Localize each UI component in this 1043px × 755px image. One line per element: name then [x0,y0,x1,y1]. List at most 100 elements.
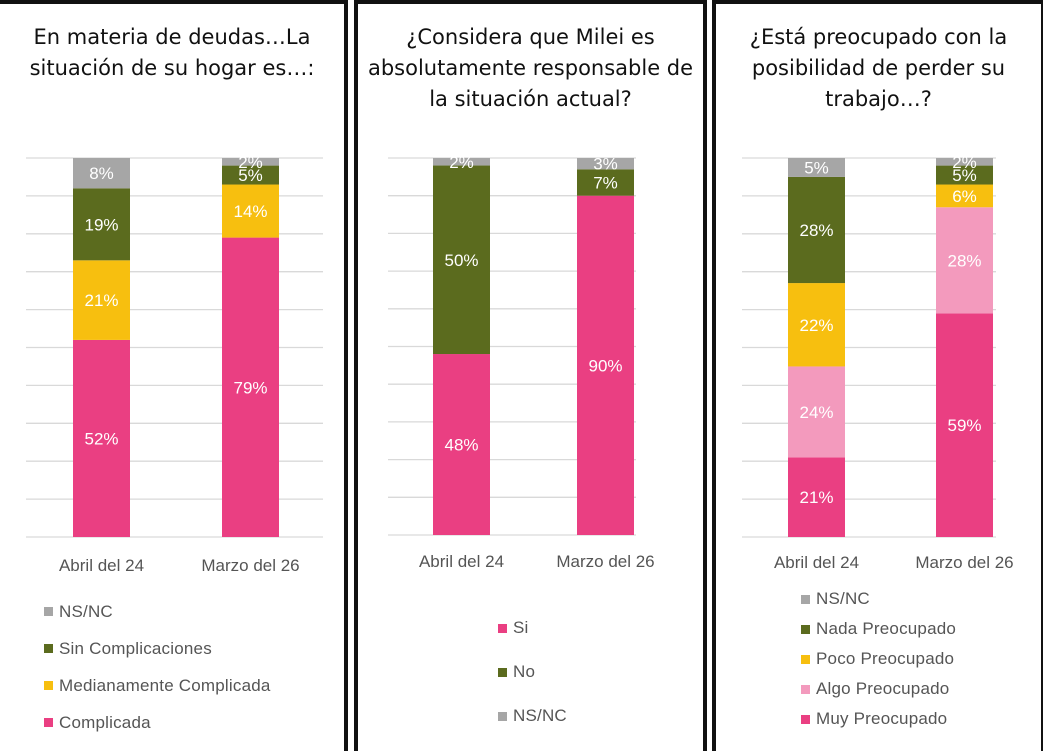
legend-swatch [44,644,53,653]
data-label: 28% [947,251,981,270]
data-label: 2% [952,153,977,172]
data-label: 21% [799,488,833,507]
legend-label: Algo Preocupado [816,679,950,698]
bar-segment-sin-complicaciones-marzo-26 [222,165,279,185]
bar-segment-muy-preocupado-marzo-26 [936,313,993,537]
legend-label: Complicada [59,712,151,732]
chart-panel-milei: ¿Considera que Milei es absolutamente re… [354,0,707,751]
bar-segment-algo-preocupado-abril-24 [788,366,845,458]
data-label: 6% [952,187,977,206]
legend-swatch [498,711,507,721]
data-label: 48% [444,436,478,455]
legend-item: NS/NC [801,584,956,614]
bar-segment-si-abril-24 [433,354,490,535]
chart-title: ¿Está preocupado con la posibilidad de p… [749,25,1008,111]
bar-segment-ns-nc-marzo-26 [577,158,634,170]
bar-segment-no-marzo-26 [577,169,634,196]
bar-segment-complicada-abril-24 [73,339,130,537]
legend-item: Sin Complicaciones [44,630,271,667]
bar-segment-medianamente-complicada-marzo-26 [222,184,279,238]
x-tick-label: Marzo del 26 [201,556,299,575]
chart-panel-deudas: En materia de deudas…La situación de su … [0,0,348,751]
legend-label: Medianamente Complicada [59,675,271,695]
legend-label: NS/NC [513,706,567,725]
data-label: 2% [449,153,474,172]
chart-title: ¿Considera que Milei es absolutamente re… [367,25,694,111]
x-tick-label: Marzo del 26 [556,552,654,571]
bar-segment-algo-preocupado-marzo-26 [936,207,993,314]
legend-item: Nada Preocupado [801,614,956,644]
legend-item: NS/NC [44,593,271,630]
x-tick-label: Marzo del 26 [915,553,1013,572]
x-tick-label: Abril del 24 [774,553,859,572]
legend-item: No [498,650,567,694]
data-label: 52% [84,429,118,448]
data-label: 90% [588,356,622,375]
chart-legend: NS/NC Nada Preocupado Poco Preocupado Algo … [801,584,956,734]
legend-label: Poco Preocupado [816,649,955,668]
data-label: 3% [593,155,618,174]
legend-swatch [801,654,810,664]
legend-swatch [44,681,53,690]
chart-panel-trabajo: ¿Está preocupado con la posibilidad de p… [712,0,1043,751]
legend-item: Algo Preocupado [801,674,956,704]
bar-segment-ns-nc-abril-24 [788,158,845,177]
legend-swatch [498,667,507,677]
bar-segment-medianamente-complicada-abril-24 [73,260,130,340]
legend-label: Nada Preocupado [816,619,957,638]
bar-segment-ns-nc-marzo-26 [936,158,993,166]
legend-swatch [801,624,810,634]
stacked-bar-chart-trabajo: 21%24%22%28%5%Abril del 2459%28%6%5%2%Ma… [742,153,1014,572]
chart-legend: NS/NC Sin Complicaciones Medianamente Comp… [44,593,271,741]
legend-swatch [498,623,507,633]
bar-segment-ns-nc-marzo-26 [222,158,279,166]
legend-item: Muy Preocupado [801,704,956,734]
x-tick-label: Abril del 24 [419,552,504,571]
legend-swatch [801,714,810,724]
bar-segment-ns-nc-abril-24 [433,158,490,166]
data-label: 59% [947,416,981,435]
data-label: 5% [238,166,263,185]
legend-item: Poco Preocupado [801,644,956,674]
chart-title: En materia de deudas…La situación de su … [29,25,315,80]
data-label: 5% [804,158,829,177]
bar-segment-si-marzo-26 [577,195,634,535]
data-label: 2% [238,153,263,172]
legend-swatch [44,607,53,616]
data-label: 21% [84,291,118,310]
bar-segment-complicada-marzo-26 [222,237,279,537]
legend-swatch [44,718,53,727]
bar-segment-poco-preocupado-abril-24 [788,283,845,367]
data-label: 50% [444,251,478,270]
chart-legend: Si No NS/NC [498,606,567,738]
data-label: 8% [89,164,114,183]
bar-segment-muy-preocupado-abril-24 [788,457,845,537]
legend-label: NS/NC [59,601,113,621]
legend-label: Si [513,618,529,637]
data-label: 14% [233,202,267,221]
legend-item: NS/NC [498,694,567,738]
legend-swatch [801,594,810,604]
x-tick-label: Abril del 24 [59,556,144,575]
legend-label: No [513,662,536,681]
bar-segment-poco-preocupado-marzo-26 [936,184,993,208]
bar-segment-nada-preocupado-abril-24 [788,176,845,284]
data-label: 79% [233,378,267,397]
legend-item: Medianamente Complicada [44,667,271,704]
legend-label: NS/NC [816,589,870,608]
legend-item: Si [498,606,567,650]
bar-segment-sin-complicaciones-abril-24 [73,188,130,261]
bar-segment-no-abril-24 [433,165,490,355]
legend-label: Muy Preocupado [816,709,948,728]
stacked-bar-chart-milei: 48% 50% 2% Abril del 24 90% 7%3% Marzo del 26 [388,153,655,571]
legend-swatch [801,684,810,694]
stacked-bar-chart-deudas: 52% 21% 19% 8% Abril del 24 79% 14% 5%2% Marzo d… [26,153,323,575]
data-label: 19% [84,215,118,234]
data-label: 22% [799,316,833,335]
bar-segment-ns-nc-abril-24 [73,158,130,189]
bar-segment-nada-preocupado-marzo-26 [936,165,993,185]
data-label: 7% [593,174,618,193]
data-label: 28% [799,221,833,240]
legend-item: Complicada [44,704,271,741]
data-label: 5% [952,166,977,185]
